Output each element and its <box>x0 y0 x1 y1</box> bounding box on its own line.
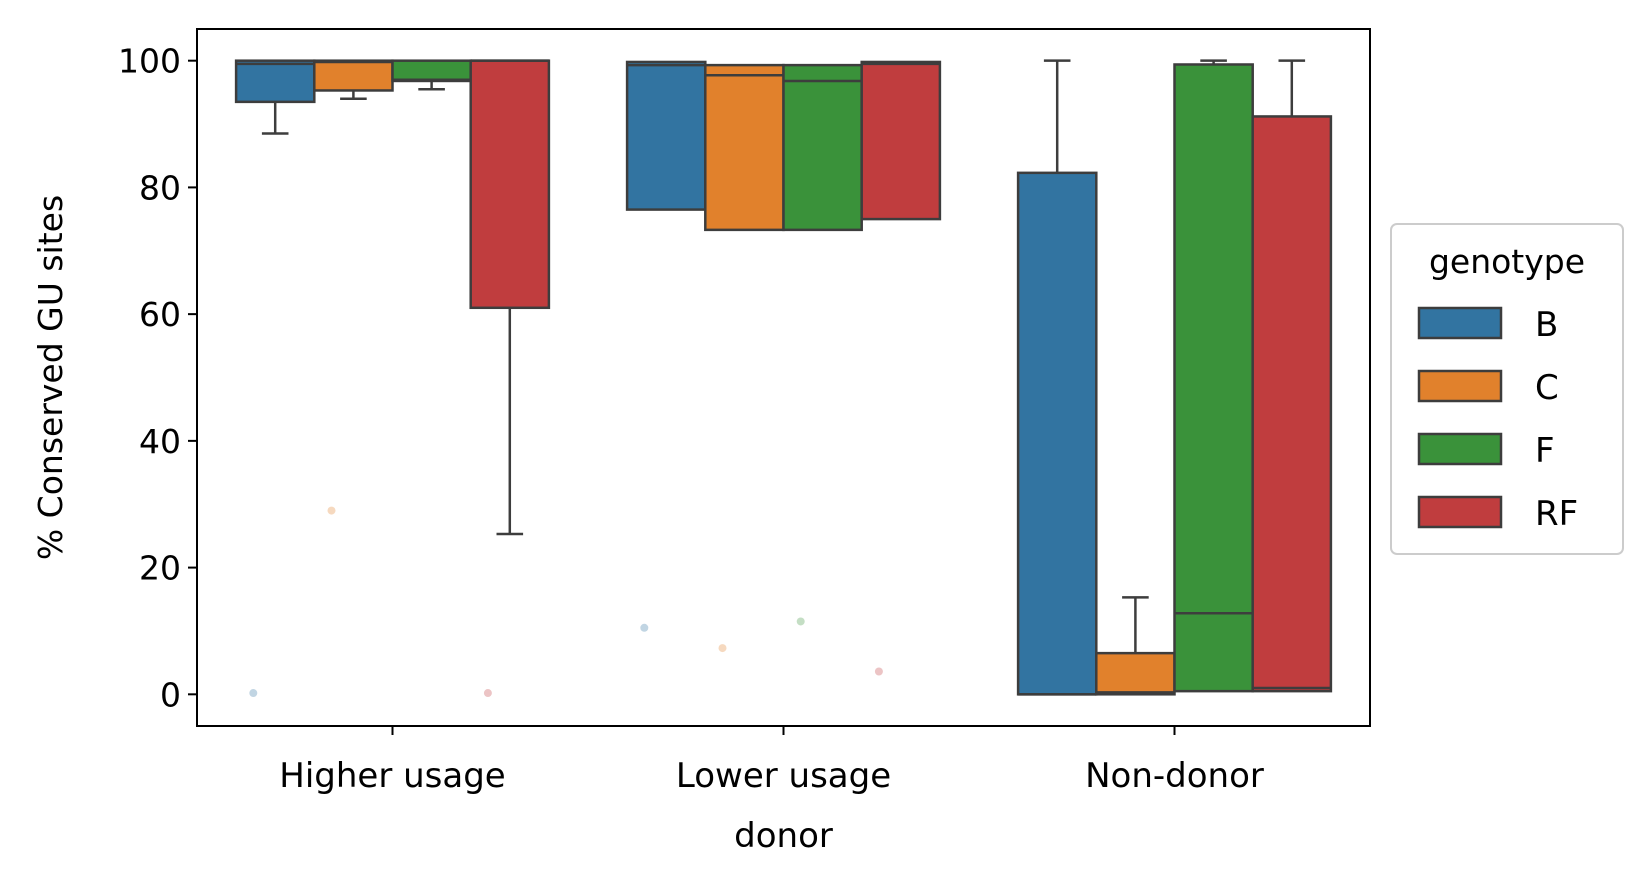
outlier-point <box>640 623 649 632</box>
box-body <box>1095 651 1176 696</box>
box-C-0 <box>313 59 394 515</box>
y-axis-label: % Conserved GU sites <box>31 195 70 560</box>
box-RF-1 <box>860 60 942 676</box>
box-RF-2 <box>1251 59 1333 693</box>
y-tick-label: 100 <box>118 42 181 81</box>
outlier-point <box>874 667 883 676</box>
box-body <box>391 59 472 83</box>
x-tick-label: Non-donor <box>1085 756 1264 796</box>
box-B-1 <box>625 60 707 632</box>
legend-label-F: F <box>1535 431 1555 471</box>
y-tick-label: 40 <box>139 422 181 461</box>
x-axis-label: donor <box>734 816 833 856</box>
legend-swatch-RF <box>1417 495 1503 529</box>
x-tick-label: Higher usage <box>279 756 505 796</box>
y-tick-label: 0 <box>160 675 181 714</box>
y-tick-label: 60 <box>139 295 181 334</box>
box-body <box>469 59 551 310</box>
legend: genotype BCF RF <box>1390 223 1624 555</box>
legend-swatch-C <box>1417 369 1503 403</box>
box-body <box>313 59 394 92</box>
chart-marks <box>234 59 1333 698</box>
outlier-point <box>249 689 258 698</box>
x-tick-label: Lower usage <box>676 756 891 796</box>
box-RF-0 <box>469 59 551 698</box>
box-body <box>860 60 942 221</box>
legend-label-RF: RF <box>1535 494 1578 534</box>
legend-title: genotype <box>1429 242 1585 281</box>
box-body <box>704 63 785 232</box>
box-body <box>1173 63 1254 693</box>
y-tick-label: 20 <box>139 549 181 588</box>
box-F-1 <box>782 63 863 626</box>
outlier-point <box>483 689 492 698</box>
legend-swatch-F <box>1417 432 1503 466</box>
box-body <box>625 60 707 211</box>
box-F-0 <box>391 59 472 91</box>
x-axis: Higher usage Lower usage Non-donor <box>279 726 1264 796</box>
legend-label-B: B <box>1535 305 1558 345</box>
legend-frame <box>1390 223 1624 555</box>
box-F-2 <box>1173 59 1254 693</box>
box-B-0 <box>234 59 316 698</box>
box-C-1 <box>704 63 785 653</box>
legend-swatch-B <box>1417 306 1503 340</box>
legend-items: BCF RF <box>1417 305 1578 534</box>
outlier-point <box>796 617 805 626</box>
legend-label-C: C <box>1535 368 1559 408</box>
box-body <box>234 59 316 104</box>
y-axis: 0 20 40 60 80 100 <box>118 42 197 714</box>
outlier-point <box>718 644 727 653</box>
box-body <box>1016 171 1098 696</box>
box-C-2 <box>1095 596 1176 696</box>
outlier-point <box>327 506 336 515</box>
box-body <box>782 63 863 232</box>
box-body <box>1251 115 1333 693</box>
box-B-2 <box>1016 59 1098 696</box>
y-tick-label: 80 <box>139 168 181 207</box>
